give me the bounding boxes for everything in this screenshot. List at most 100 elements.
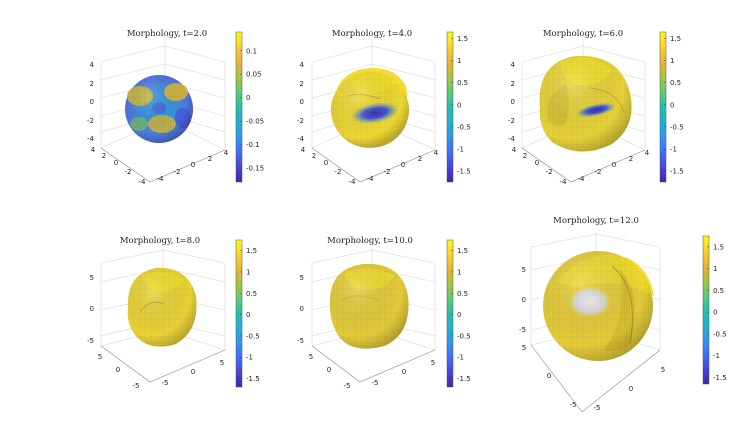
colorbar-gradient [235,239,243,388]
colorbar-tick-label: 1.5 [457,35,468,43]
y-tick: -4 [139,178,147,186]
x-tick: 5 [220,359,224,367]
x-tick: -5 [594,404,601,412]
colorbar-tick-label: 1.5 [713,243,724,251]
colorbar: 1.5 1 0.5 0 -0.5 -1 -1.5 [659,31,684,183]
x-tick: -4 [578,175,586,183]
y-tick: 0 [327,366,331,374]
x-tick: 2 [629,155,633,163]
y-ticks: 5 0 -5 [98,353,140,390]
colorbar-tick-label: -0.15 [246,164,264,172]
colorbar-tick-label: 0.05 [246,71,262,79]
x-tick: 0 [401,161,405,169]
x-ticks: -4 -2 0 2 4 [578,149,650,183]
z-ticks: 5 0 -5 [519,266,526,334]
colorbar-tick-label: 0.5 [713,287,724,295]
y-tick: 2 [102,152,106,160]
x-tick: 4 [645,149,650,157]
colorbar-tick-label: 0.5 [457,79,468,87]
panel-t4: Morphology, t=4.0 4 2 0 -2 -4 4 2 0 -2 [297,29,471,186]
panel-t12: Morphology, t=12.0 5 0 -5 5 0 -5 -5 0 [519,216,727,413]
z-tick: 0 [90,98,94,106]
colorbar-gradient [446,239,454,388]
colorbar: 1.5 1 0.5 0 -0.5 -1 -1.5 [446,239,471,388]
x-tick: -2 [595,168,602,176]
y-ticks: 4 2 0 -2 -4 [91,146,146,186]
y-ticks: 4 2 0 -2 -4 [512,146,567,186]
z-tick: -5 [297,337,304,345]
x-tick: 2 [208,155,212,163]
colorbar: 1.5 1 0.5 0 -0.5 -1 -1.5 [702,235,727,385]
y-ticks: 5 0 -5 [309,353,351,390]
y-tick: 0 [324,159,328,167]
colorbar-tick-label: 0.5 [457,290,468,298]
surface [125,75,193,143]
x-ticks: -4 -2 0 2 4 [157,149,229,183]
z-tick: -2 [297,117,304,125]
x-tick: 5 [661,366,665,374]
y-tick: 5 [98,353,102,361]
z-tick: 0 [300,98,304,106]
colorbar-tick-label: 1 [457,268,461,276]
x-tick: 5 [431,359,435,367]
z-tick: 2 [90,80,94,88]
colorbar-tick-label: -1 [457,354,464,362]
colorbar: 1.5 1 0.5 0 -0.5 -1 -1.5 [235,239,260,388]
x-tick: 0 [191,161,195,169]
colorbar-gradient [235,31,243,183]
colorbar-tick-label: -0.5 [246,332,260,340]
colorbar-tick-label: -1 [670,145,677,153]
colorbar-tick-label: -0.5 [670,123,684,131]
z-tick: 0 [300,305,304,313]
colorbar-tick-label: -1 [246,354,253,362]
y-tick: 5 [309,353,313,361]
colorbar: 1.5 1 0.5 0 -0.5 -1 -1.5 [446,31,471,183]
panel-t8: Morphology, t=8.0 5 0 -5 5 0 -5 -5 0 5 [87,236,260,390]
colorbar-tick-label: -1.5 [457,167,471,175]
y-tick: -4 [349,178,357,186]
surface [331,68,409,148]
x-tick: 0 [629,385,633,393]
z-tick: 2 [511,80,515,88]
colorbar-tick-label: -1 [457,145,464,153]
y-ticks: 4 2 0 -2 -4 [301,146,356,186]
surface [543,251,654,361]
y-tick: 2 [312,152,316,160]
colorbar-tick-label: -0.5 [457,123,471,131]
surface [329,263,409,349]
panel-title: Morphology, t=12.0 [553,216,639,226]
y-tick: -2 [335,168,342,176]
x-tick: 2 [418,155,422,163]
z-tick: 2 [300,80,304,88]
z-tick: 5 [90,274,94,282]
z-tick: -2 [508,117,515,125]
colorbar-tick-label: 0 [713,309,717,317]
x-tick: 0 [612,161,616,169]
z-ticks: 4 2 0 -2 -4 [508,61,516,143]
y-tick: 0 [547,372,551,380]
z-tick: -5 [519,326,526,334]
x-tick: -2 [174,168,181,176]
z-ticks: 4 2 0 -2 -4 [297,61,305,143]
y-tick: 4 [301,146,306,154]
colorbar-tick-label: 0.1 [246,47,257,55]
x-tick: 0 [402,368,406,376]
x-ticks: -5 0 5 [372,359,436,387]
y-tick: 0 [114,159,118,167]
surface [127,267,197,347]
colorbar-tick-label: 1 [457,57,461,65]
x-tick: -4 [157,175,165,183]
z-tick: 5 [300,274,304,282]
y-tick: -5 [344,382,351,390]
panel-t10: Morphology, t=10.0 5 0 -5 5 0 -5 -5 0 5 [297,236,471,390]
z-tick: -4 [297,135,305,143]
y-tick: -2 [546,168,553,176]
x-tick: 4 [224,149,229,157]
panel-title: Morphology, t=2.0 [127,29,207,39]
x-tick: -5 [372,379,379,387]
colorbar-tick-label: 0 [457,101,461,109]
z-tick: -2 [87,117,94,125]
z-ticks: 5 0 -5 [297,274,304,345]
z-tick: 0 [90,305,94,313]
